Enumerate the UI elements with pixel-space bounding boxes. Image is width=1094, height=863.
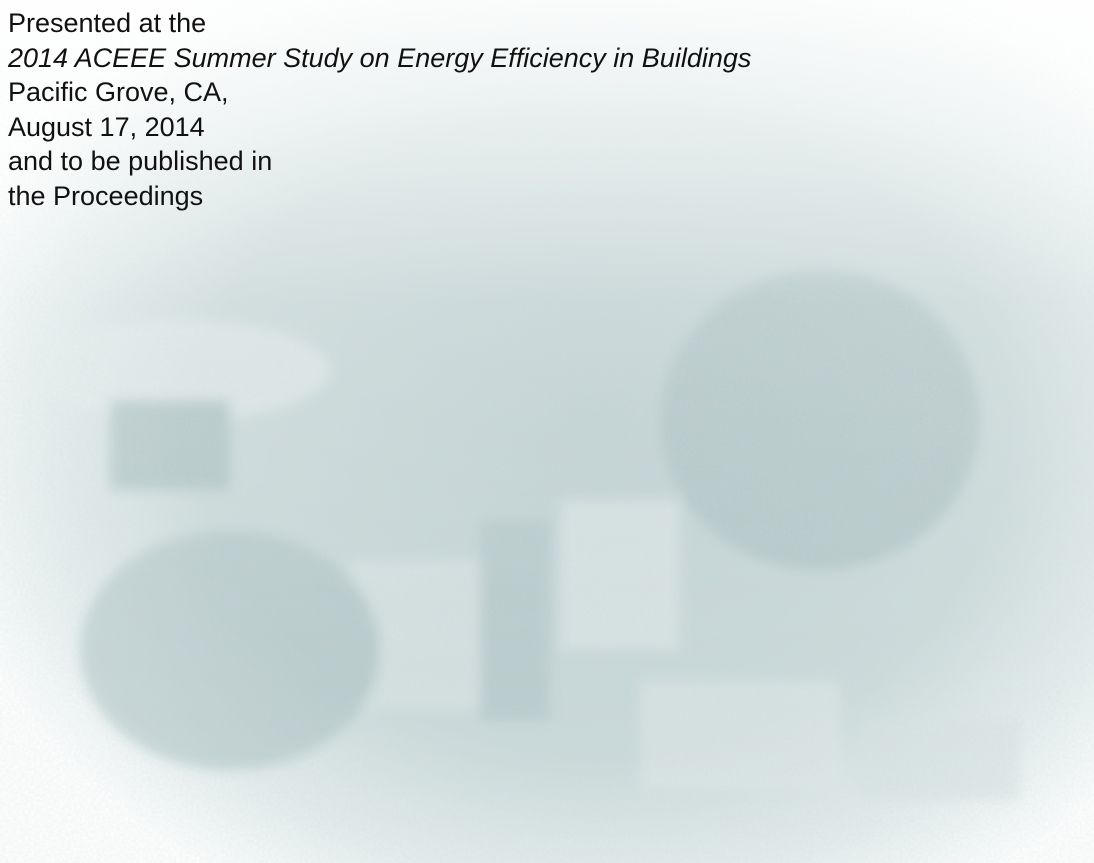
page: Presented at the 2014 ACEEE Summer Study… (0, 0, 1094, 863)
text-line: Presented at the (8, 6, 751, 41)
text-line: Pacific Grove, CA, (8, 75, 751, 110)
presentation-note: Presented at the 2014 ACEEE Summer Study… (8, 6, 751, 213)
text-line: August 17, 2014 (8, 110, 751, 145)
text-line: and to be published in (8, 144, 751, 179)
text-line: the Proceedings (8, 179, 751, 214)
conference-name: 2014 ACEEE Summer Study on Energy Effici… (8, 41, 751, 76)
